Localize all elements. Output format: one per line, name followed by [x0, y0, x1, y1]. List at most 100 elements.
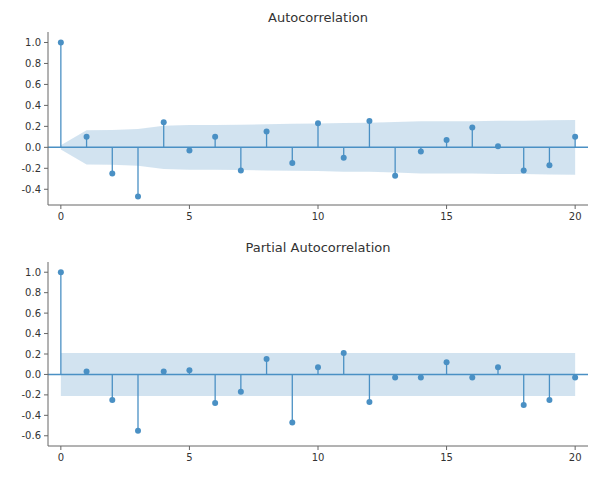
stem: [137, 147, 138, 196]
stem-dot: [212, 134, 218, 140]
stem-dot: [289, 160, 295, 166]
stem-dot: [238, 389, 244, 395]
y-tick: [44, 84, 48, 85]
x-tick: [60, 205, 61, 209]
y-tick: [44, 189, 48, 190]
y-tick: [44, 42, 48, 43]
y-tick: [44, 394, 48, 395]
x-tick-label: 5: [186, 452, 192, 463]
x-tick-label: 20: [569, 452, 582, 463]
y-tick: [44, 354, 48, 355]
stem: [549, 374, 550, 400]
x-tick-label: 5: [186, 211, 192, 222]
stem-dot: [392, 173, 398, 179]
stem-dot: [186, 147, 192, 153]
y-tick: [44, 292, 48, 293]
x-tick: [318, 446, 319, 450]
y-tick-label: 0.2: [25, 349, 41, 360]
y-tick-label: -0.4: [21, 410, 41, 421]
stem-dot: [546, 397, 552, 403]
y-tick-label: -0.6: [21, 430, 41, 441]
stem: [163, 122, 164, 147]
stem-dot: [109, 397, 115, 403]
y-tick-label: 0.4: [25, 328, 41, 339]
stem-dot: [341, 155, 347, 161]
y-tick: [44, 313, 48, 314]
stem-dot: [135, 428, 141, 434]
stem: [343, 353, 344, 374]
y-tick-label: 0.0: [25, 142, 41, 153]
stem-dot: [341, 350, 347, 356]
stem-dot: [469, 124, 475, 130]
y-tick-label: 1.0: [25, 267, 41, 278]
stem: [369, 374, 370, 402]
stem: [60, 42, 61, 147]
stem: [292, 374, 293, 422]
y-axis: [48, 32, 49, 205]
stem-dot: [418, 149, 424, 155]
stem-dot: [495, 143, 501, 149]
stem-dot: [186, 367, 192, 373]
panel: Partial Autocorrelation -0.6 -0.4 -0.2 0.0 0.…: [21, 240, 588, 463]
stem: [137, 374, 138, 430]
plot-area: [48, 39, 588, 199]
stem-dot: [84, 134, 90, 140]
y-tick-label: -0.4: [21, 184, 41, 195]
stem-dot: [546, 162, 552, 168]
y-tick-label: 0.6: [25, 79, 41, 90]
x-tick: [446, 446, 447, 450]
stem-dot: [521, 402, 527, 408]
x-tick-label: 10: [312, 211, 325, 222]
y-tick-label: -0.2: [21, 389, 41, 400]
x-tick: [189, 205, 190, 209]
y-tick: [44, 435, 48, 436]
x-tick-label: 0: [58, 211, 64, 222]
stem: [240, 147, 241, 170]
stem: [60, 272, 61, 374]
stem-dot: [161, 119, 167, 125]
stem-dot: [444, 359, 450, 365]
title: Partial Autocorrelation: [246, 240, 391, 255]
y-tick-label: 0.8: [25, 58, 41, 69]
stem: [394, 147, 395, 175]
figure: Autocorrelation-0.4-0.20.00.20.40.60.81.…: [0, 0, 603, 482]
stem-dot: [469, 375, 475, 381]
y-tick: [44, 63, 48, 64]
y-tick-label: -0.2: [21, 163, 41, 174]
y-tick: [44, 126, 48, 127]
stem-dot: [109, 171, 115, 177]
panel: Autocorrelation-0.4-0.20.00.20.40.60.81.…: [21, 10, 588, 222]
x-tick: [575, 446, 576, 450]
stem-dot: [84, 368, 90, 374]
x-tick: [60, 446, 61, 450]
stem: [523, 374, 524, 405]
stem-dot: [392, 375, 398, 381]
y-tick-label: 0.8: [25, 287, 41, 298]
stem: [317, 123, 318, 147]
y-tick-label: 0.0: [25, 369, 41, 380]
plot-area: [48, 269, 588, 433]
stem-dot: [264, 129, 270, 135]
stem-dot: [366, 399, 372, 405]
x-tick: [446, 205, 447, 209]
y-tick-label: 1.0: [25, 37, 41, 48]
x-tick: [575, 205, 576, 209]
stem-dot: [58, 269, 64, 275]
y-tick: [44, 415, 48, 416]
stem-dot: [315, 364, 321, 370]
stem: [112, 147, 113, 173]
stem: [369, 121, 370, 147]
stem-dot: [366, 118, 372, 124]
x-tick-label: 20: [569, 211, 582, 222]
y-tick-label: 0.4: [25, 100, 41, 111]
stem-dot: [315, 120, 321, 126]
stem-dot: [161, 368, 167, 374]
x-tick: [318, 205, 319, 209]
stem-dot: [212, 400, 218, 406]
x-tick-label: 15: [440, 211, 453, 222]
stem-dot: [238, 167, 244, 173]
y-tick: [44, 333, 48, 334]
stem: [523, 147, 524, 170]
stem-dot: [418, 375, 424, 381]
x-tick-label: 15: [440, 452, 453, 463]
